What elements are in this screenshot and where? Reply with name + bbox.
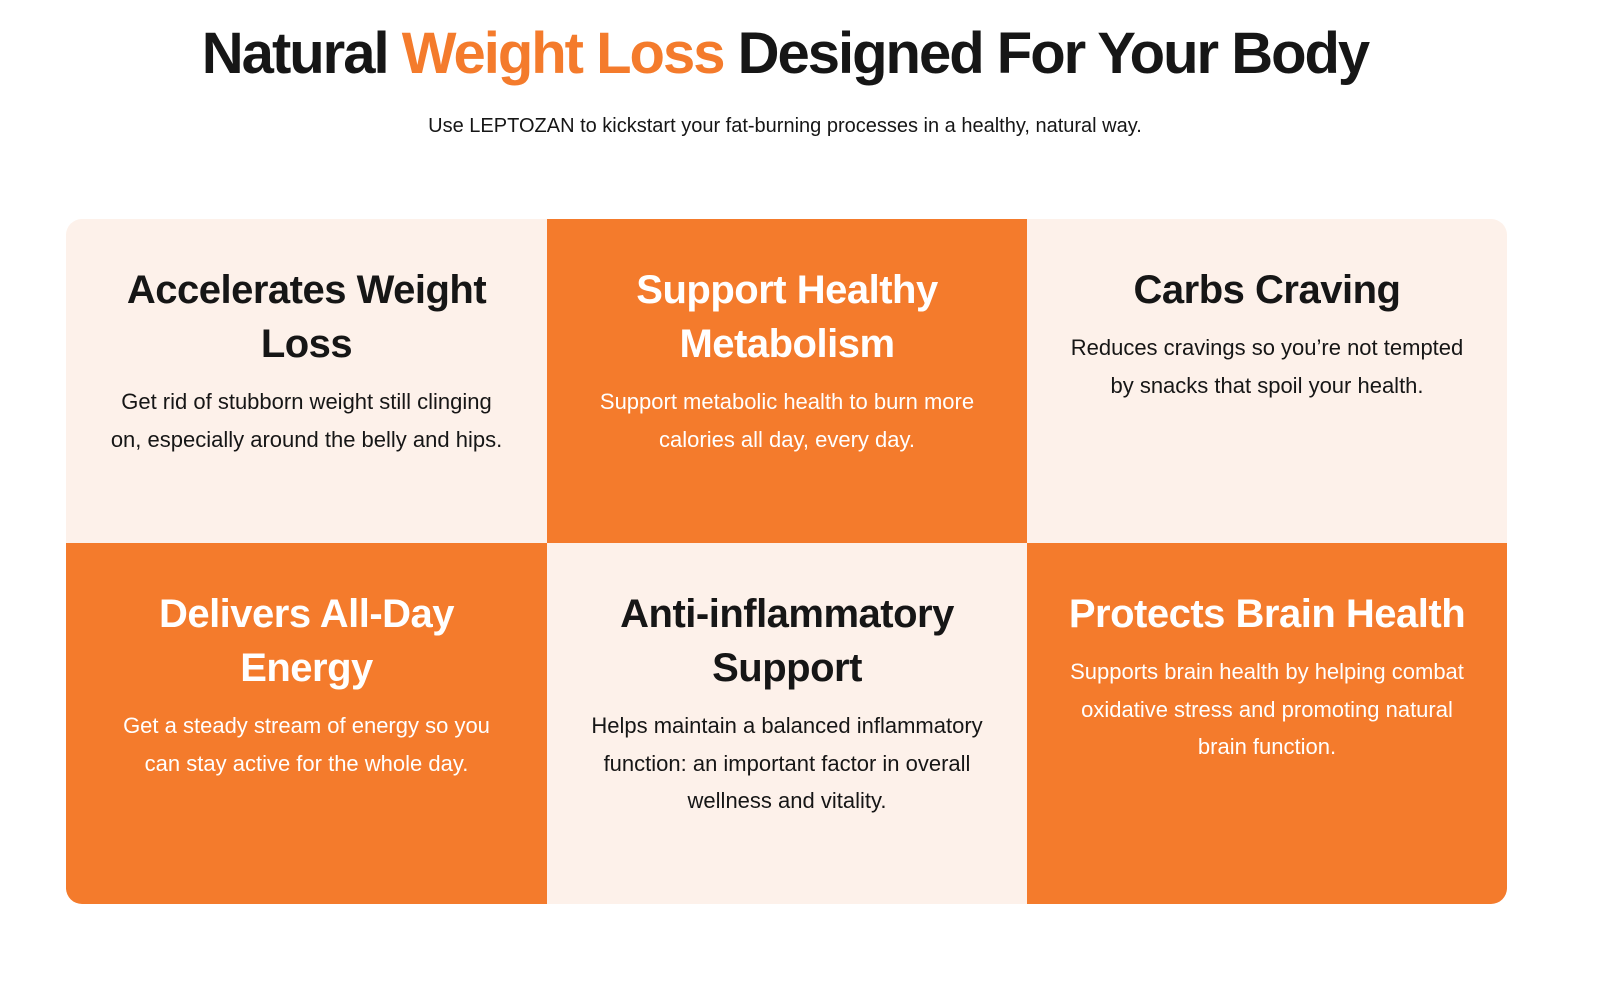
- feature-card: Support Healthy Metabolism Support metabo…: [547, 219, 1027, 543]
- feature-title: Carbs Craving: [1133, 268, 1401, 312]
- page-subtitle: Use LEPTOZAN to kickstart your fat-burni…: [428, 115, 1142, 137]
- title-accent: Weight Loss: [401, 21, 726, 86]
- feature-title: Support Healthy Metabolism: [636, 268, 938, 366]
- feature-card: Carbs Craving Reduces cravings so you’re …: [1027, 219, 1507, 543]
- feature-text: Supports brain health by helping combat …: [1070, 659, 1464, 759]
- feature-text: Get a steady stream of energy so you can…: [123, 713, 490, 776]
- feature-card: Protects Brain Health Supports brain heal…: [1027, 543, 1507, 904]
- feature-card: Accelerates Weight Loss Get rid of stubbo…: [66, 219, 547, 543]
- feature-text: Support metabolic health to burn more ca…: [599, 389, 975, 452]
- feature-text: Helps maintain a balanced inflammatory f…: [591, 713, 983, 813]
- title-part: Designed For Your Body: [723, 21, 1371, 86]
- page-title: Natural Weight Loss Designed For Your Bo…: [0, 20, 1570, 87]
- feature-card: Delivers All-Day Energy Get a steady stre…: [66, 543, 547, 904]
- feature-text: Reduces cravings so you’re not tempted b…: [1070, 335, 1464, 398]
- feature-title: Anti-inflammatory Support: [620, 592, 954, 690]
- features-grid: Accelerates Weight Loss Get rid of stubbo…: [66, 219, 1507, 904]
- feature-title: Delivers All-Day Energy: [158, 592, 455, 690]
- feature-title: Protects Brain Health: [1068, 592, 1466, 636]
- title-part: Natural: [201, 21, 402, 86]
- feature-text: Get rid of stubborn weight still clingin…: [110, 389, 503, 452]
- feature-card: Anti-inflammatory Support Helps maintain …: [547, 543, 1027, 904]
- feature-title: Accelerates Weight Loss: [126, 268, 487, 366]
